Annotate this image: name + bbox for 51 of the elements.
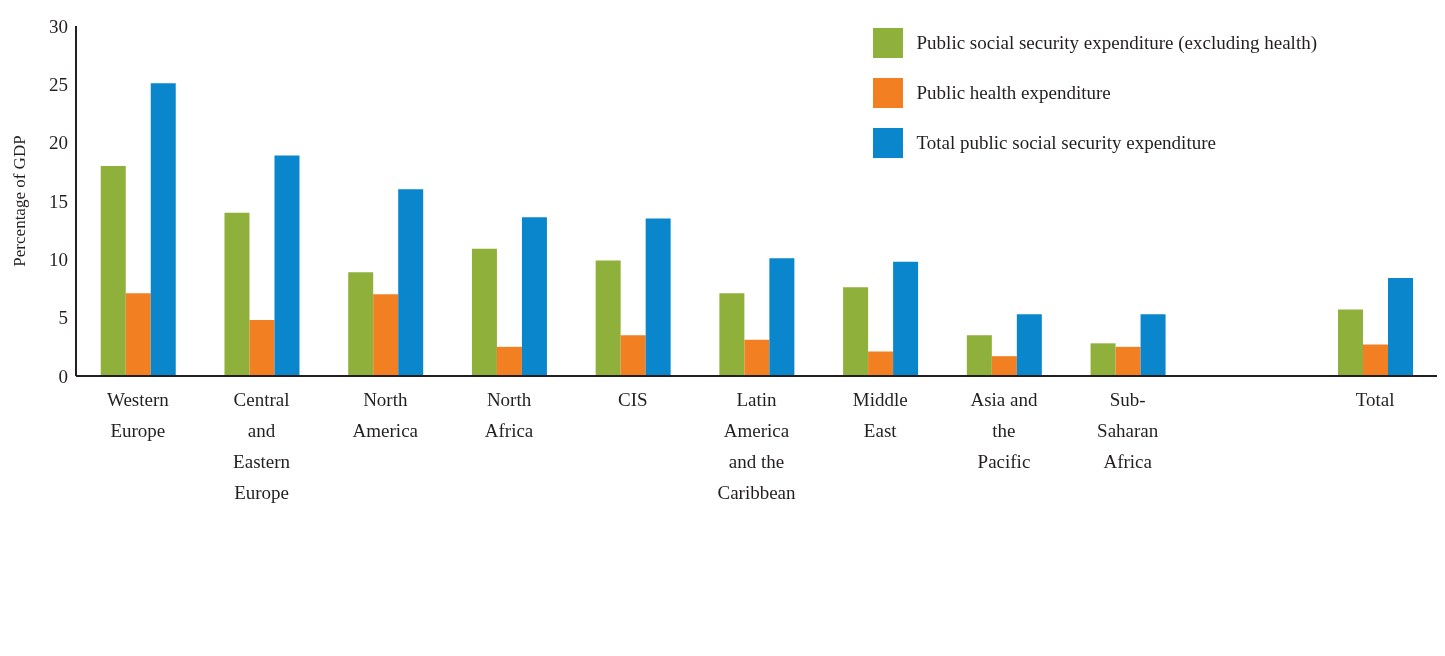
x-tick-label: CIS	[617, 389, 648, 410]
x-tick-label: Sub-Saharan Africa	[1097, 389, 1159, 472]
bar	[125, 293, 151, 376]
bar	[1363, 344, 1389, 376]
bar	[719, 293, 745, 376]
y-tick-label: 20	[49, 132, 68, 154]
bar	[1016, 314, 1042, 376]
bar	[1388, 278, 1414, 376]
bar	[471, 248, 497, 376]
bar	[645, 218, 671, 376]
y-tick-label: 5	[58, 307, 68, 329]
x-tick-label: Central and Eastern Europe	[233, 389, 291, 503]
bar	[868, 351, 894, 376]
bar	[744, 339, 770, 376]
x-tick-label: North Africa	[484, 389, 534, 441]
bar	[521, 217, 547, 376]
bar	[373, 294, 399, 376]
bar	[1338, 309, 1364, 376]
y-tick-label: 15	[49, 190, 68, 212]
y-axis-title: Percentage of GDP	[10, 135, 30, 267]
y-tick-label: 0	[58, 365, 68, 387]
x-tick-label: Latin America and the Caribbean	[717, 389, 797, 503]
bar	[398, 189, 424, 376]
bar	[1090, 343, 1116, 376]
bar	[843, 287, 869, 376]
x-tick-label: Total	[1355, 389, 1395, 410]
x-tick-label: Western Europe	[106, 389, 170, 441]
bar	[348, 272, 374, 376]
bar	[893, 261, 919, 376]
bar	[150, 83, 176, 376]
legend-label: Public social security expenditure (excluding health)	[916, 32, 1317, 54]
bar	[496, 346, 522, 376]
bar	[620, 335, 646, 376]
y-tick-label: 25	[49, 74, 68, 96]
bar	[991, 356, 1017, 376]
bar	[224, 212, 250, 376]
bar	[966, 335, 992, 376]
x-tick-label: Middle East	[852, 389, 908, 441]
bar	[274, 155, 300, 376]
bar	[595, 260, 621, 376]
legend-label: Total public social security expenditure	[916, 132, 1216, 154]
x-tick-label: Asia and the Pacific	[970, 389, 1038, 472]
y-tick-label: 30	[49, 15, 68, 37]
bar	[100, 166, 126, 376]
y-tick-label: 10	[49, 249, 68, 271]
bar	[769, 258, 795, 376]
bar	[1140, 314, 1166, 376]
legend-label: Public health expenditure	[916, 82, 1111, 104]
bar	[1115, 346, 1141, 376]
bar	[249, 320, 275, 376]
x-tick-label: North America	[352, 389, 419, 441]
